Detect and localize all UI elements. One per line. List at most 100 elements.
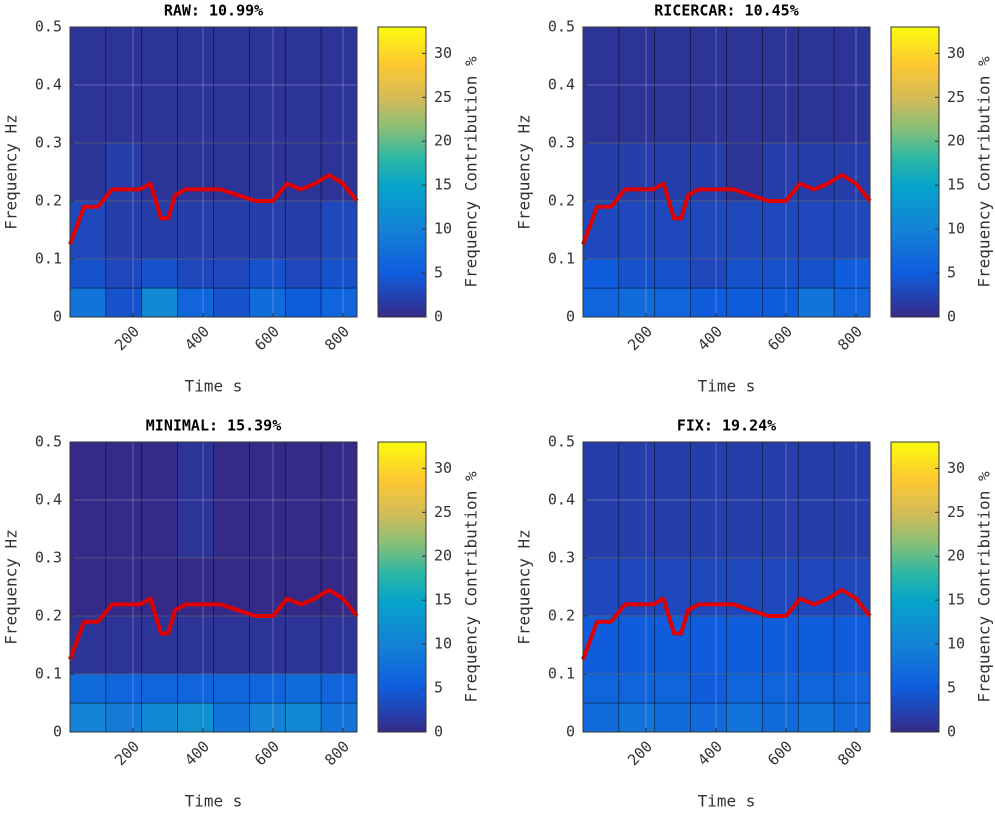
field-cell <box>618 615 656 675</box>
colorbar-tick-label: 15 <box>434 176 452 194</box>
field-cell <box>320 702 358 733</box>
field-cell <box>141 26 178 144</box>
field-cell <box>213 441 250 559</box>
colorbar-label: Frequency Contribution % <box>462 471 481 703</box>
colorbar <box>377 26 427 318</box>
field-cell <box>618 673 656 704</box>
field-cell <box>141 142 178 202</box>
x-axis-label: Time s <box>185 377 243 396</box>
x-tick-label: 400 <box>181 737 213 769</box>
field-cell <box>690 615 727 675</box>
plot-frame <box>582 26 871 318</box>
colorbar-tick-label: 10 <box>434 635 452 653</box>
field-cell <box>177 258 214 289</box>
x-tick-label: 200 <box>624 737 656 769</box>
field-cell <box>320 258 358 289</box>
colorbar-tick-label: 20 <box>947 547 965 565</box>
field-cell <box>177 441 214 559</box>
field-cell <box>105 258 143 289</box>
field-cell <box>726 615 763 675</box>
field-cell <box>213 615 250 675</box>
field-cell <box>726 702 763 733</box>
field-cell <box>797 26 835 144</box>
field-cell <box>249 258 286 289</box>
field-cell <box>833 702 871 733</box>
y-tick-label: 0.5 <box>548 18 575 36</box>
y-tick-label: 0.4 <box>548 76 575 94</box>
field-cell <box>762 615 799 675</box>
field-cell <box>726 287 763 318</box>
field-cell <box>690 673 727 704</box>
colorbar-tick-label: 0 <box>434 723 443 741</box>
field-cell <box>105 287 143 318</box>
colorbar-tick-label: 15 <box>434 591 452 609</box>
colorbar-tick-label: 15 <box>947 591 965 609</box>
y-tick-label: 0.2 <box>35 607 62 625</box>
field-cell <box>177 673 214 704</box>
field-cell <box>284 200 322 260</box>
field-cell <box>582 258 620 289</box>
field-cell <box>105 441 143 559</box>
field-cell <box>284 142 322 202</box>
field-cell <box>797 287 835 318</box>
field-cell <box>284 702 322 733</box>
colorbar-tick-label: 10 <box>434 220 452 238</box>
colorbar-tick-label: 25 <box>947 503 965 521</box>
field-cell <box>249 702 286 733</box>
colorbar-tick-label: 30 <box>947 44 965 62</box>
field-cell <box>141 287 178 318</box>
field-cell <box>618 441 656 559</box>
field-cell <box>618 200 656 260</box>
field-cell <box>141 673 178 704</box>
colorbar-tick-label: 15 <box>947 176 965 194</box>
field-cell <box>582 142 620 202</box>
y-tick-label: 0 <box>53 308 62 326</box>
field-cell <box>762 441 799 559</box>
x-tick-label: 200 <box>111 737 143 769</box>
x-tick-label: 600 <box>251 322 283 354</box>
field-cell <box>833 258 871 289</box>
field-cell <box>141 557 178 617</box>
field-cell <box>213 702 250 733</box>
colorbar-tick-label: 10 <box>947 635 965 653</box>
field-cell <box>654 673 691 704</box>
field-cell <box>249 287 286 318</box>
colorbar-tick-label: 20 <box>947 132 965 150</box>
field-cell <box>833 441 871 559</box>
field-cell <box>177 200 214 260</box>
plot-frame <box>69 441 358 733</box>
chart-title: RAW: 10.99% <box>164 2 263 20</box>
y-tick-label: 0 <box>53 723 62 741</box>
y-tick-label: 0.4 <box>35 491 62 509</box>
field-cell <box>690 258 727 289</box>
field-cell <box>618 287 656 318</box>
field-cell <box>726 26 763 144</box>
field-cell <box>69 702 107 733</box>
x-tick-label: 800 <box>321 322 353 354</box>
field-cell <box>320 26 358 144</box>
field-cell <box>320 441 358 559</box>
colorbar-tick-label: 5 <box>947 264 956 282</box>
field-cell <box>582 287 620 318</box>
colorbar-tick-label: 25 <box>434 88 452 106</box>
y-tick-label: 0.3 <box>548 134 575 152</box>
field-cell <box>618 702 656 733</box>
field-cell <box>177 26 214 144</box>
field-cell <box>582 557 620 617</box>
x-tick-label: 800 <box>834 322 866 354</box>
colorbar <box>890 441 940 733</box>
field-cell <box>69 142 107 202</box>
field-cell <box>284 557 322 617</box>
x-tick-label: 400 <box>181 322 213 354</box>
y-tick-label: 0.4 <box>35 76 62 94</box>
y-tick-label: 0.5 <box>35 18 62 36</box>
field-cell <box>177 615 214 675</box>
field-cell <box>105 615 143 675</box>
y-tick-label: 0.1 <box>35 250 62 268</box>
colorbar-tick-label: 0 <box>947 723 956 741</box>
dominant-frequency-line <box>68 587 359 661</box>
field-cell <box>320 673 358 704</box>
y-tick-label: 0 <box>566 723 575 741</box>
field-cell <box>320 615 358 675</box>
chart-title: RICERCAR: 10.45% <box>654 2 799 20</box>
